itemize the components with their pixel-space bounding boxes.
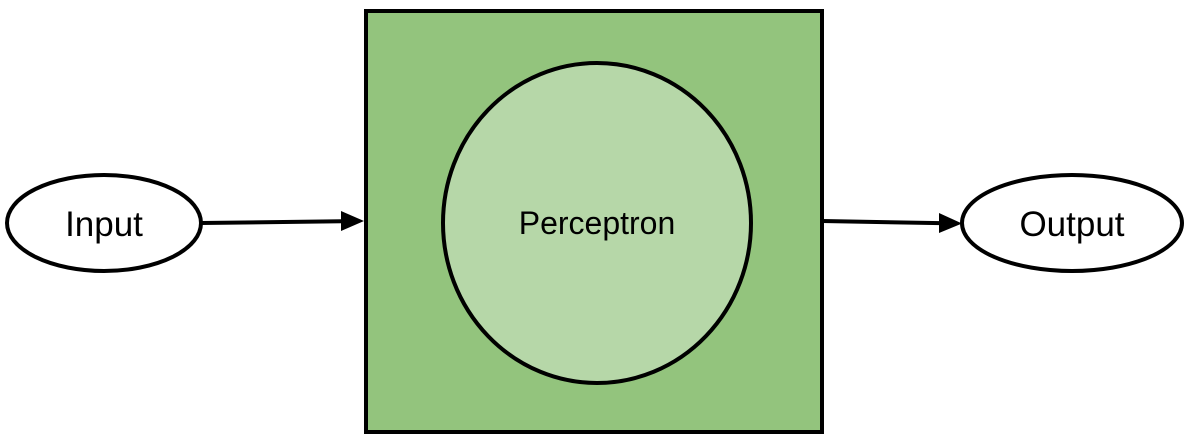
- input-node: Input: [5, 173, 203, 273]
- output-arrowhead: [939, 213, 962, 233]
- output-ellipse: [960, 173, 1184, 273]
- perceptron-circle: [441, 61, 753, 385]
- input-arrow-line: [200, 219, 343, 225]
- input-label: Input: [65, 205, 143, 244]
- perceptron-label: Perceptron: [519, 205, 676, 241]
- output-node: Output: [960, 173, 1184, 273]
- output-arrow-line: [821, 219, 941, 226]
- model-to-output-arrow: [821, 213, 962, 233]
- input-arrowhead: [341, 211, 364, 231]
- perceptron-block: Perceptron: [364, 9, 824, 434]
- input-to-model-arrow: [200, 211, 364, 231]
- output-label: Output: [1019, 205, 1124, 244]
